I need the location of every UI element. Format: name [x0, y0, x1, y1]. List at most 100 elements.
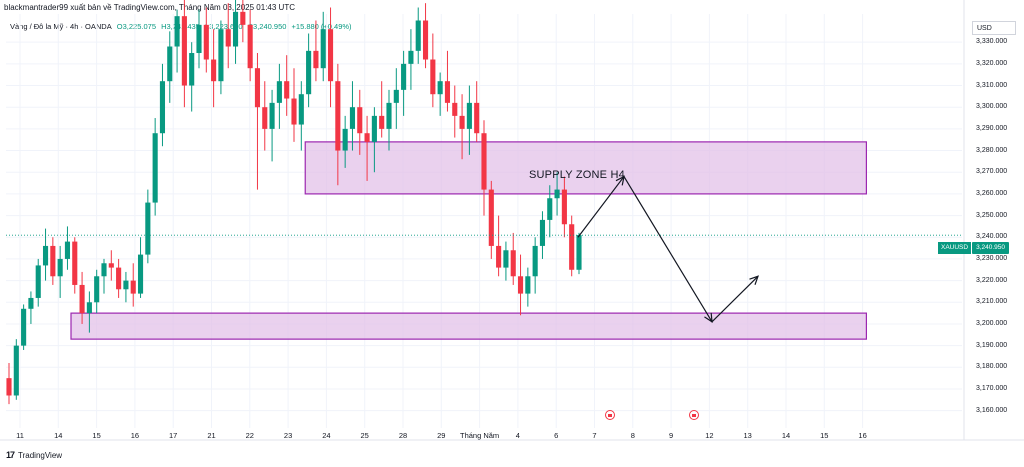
time-tick-label: 16	[858, 431, 867, 440]
candle-body	[503, 250, 509, 268]
time-tick-label: 25	[360, 431, 369, 440]
candle-body	[481, 133, 487, 190]
price-tick-label: 3,180.000	[976, 363, 1008, 371]
projection-path	[577, 175, 759, 323]
last-price-tag: XAUUSD 3,240.950	[938, 242, 1010, 254]
candle-body	[466, 102, 472, 129]
candle-body	[306, 50, 312, 95]
candle-body	[313, 50, 319, 69]
candle-body	[554, 189, 560, 199]
low-value: L3,223.620	[204, 22, 243, 31]
candle-body	[459, 115, 465, 129]
candle-body	[130, 280, 136, 294]
time-tick-label: 21	[207, 431, 216, 440]
candle-body	[79, 284, 85, 314]
arrow-head-down	[704, 312, 713, 323]
candle-body	[64, 241, 71, 259]
candle-body	[437, 81, 443, 95]
symbol-title: Vàng / Đô la Mỹ · 4h · OANDA	[10, 22, 112, 31]
candle-body	[159, 81, 166, 134]
price-tick-label: 3,270.000	[976, 168, 1008, 176]
candle-body	[86, 302, 92, 314]
candle-body	[167, 46, 173, 82]
supply-zone	[304, 141, 867, 195]
price-tick-label: 3,230.000	[976, 254, 1008, 262]
candle-body	[386, 102, 392, 129]
time-tick-label: 22	[245, 431, 254, 440]
time-tick-label: 9	[669, 431, 674, 440]
time-tick-label: Tháng Năm	[460, 431, 500, 440]
price-tag-symbol: XAUUSD	[938, 242, 972, 254]
candle-body	[371, 115, 377, 142]
price-tick-label: 3,210.000	[976, 298, 1008, 306]
price-tick-label: 3,170.000	[976, 384, 1008, 392]
candle-body	[269, 102, 275, 129]
candle-body	[247, 24, 253, 69]
time-tick-label: 17	[169, 431, 178, 440]
candle-body	[364, 133, 370, 142]
candle-body	[532, 245, 538, 277]
candle-body	[488, 189, 494, 246]
time-tick-label: 23	[283, 431, 293, 440]
price-tick-label: 3,320.000	[976, 59, 1008, 67]
tradingview-logo[interactable]: 17 TradingView	[6, 450, 62, 460]
candle-body	[13, 345, 19, 396]
candle-body	[335, 81, 341, 151]
candle-body	[561, 189, 567, 225]
candle-body	[42, 245, 49, 266]
candle-body	[57, 258, 63, 277]
candle-body	[137, 254, 144, 294]
candle-body	[342, 128, 348, 151]
candle-body	[422, 20, 429, 60]
candle-body	[211, 59, 217, 82]
time-tick-label: 15	[92, 431, 101, 440]
us-flag-event-icon[interactable]	[605, 410, 615, 420]
candle-body	[50, 245, 56, 277]
candle-body	[401, 63, 407, 90]
candle-body	[21, 308, 27, 346]
candle-body	[430, 59, 436, 95]
price-tick-label: 3,330.000	[976, 38, 1008, 46]
tradingview-logo-icon: 17	[6, 450, 15, 460]
time-tick-label: 8	[630, 431, 635, 440]
candle-body	[262, 107, 268, 129]
candle-body	[28, 297, 34, 309]
time-tick-label: 15	[820, 431, 829, 440]
currency-selector[interactable]: USD	[972, 21, 1016, 35]
time-tick-label: 14	[54, 431, 63, 440]
publisher-line: blackmantrader99 xuất bản về TradingView…	[4, 3, 295, 12]
candle-body	[320, 29, 326, 69]
arrow-head-up-final	[749, 275, 759, 285]
candle-body	[474, 102, 480, 134]
price-tick-label: 3,160.000	[976, 406, 1008, 414]
candle-body	[101, 263, 107, 277]
price-tick-label: 3,290.000	[976, 124, 1008, 132]
candle-body	[35, 265, 41, 298]
time-tick-label: 24	[322, 431, 331, 440]
candle-body	[496, 245, 502, 268]
candle-body	[94, 276, 100, 303]
price-tick-label: 3,220.000	[976, 276, 1008, 284]
candle-body	[452, 102, 458, 116]
time-tick-label: 6	[554, 431, 559, 440]
price-tick-label: 3,260.000	[976, 189, 1008, 197]
candle-body	[415, 20, 421, 51]
time-tick-label: 29	[437, 431, 446, 440]
high-value: H3,241.435	[161, 22, 200, 31]
candle-body	[284, 81, 290, 99]
symbol-legend: Vàng / Đô la Mỹ · 4h · OANDA O3,225.075 …	[10, 22, 355, 31]
candle-body	[357, 107, 363, 134]
candle-body	[225, 29, 231, 47]
time-tick-label: 12	[705, 431, 714, 440]
time-tick-label: 13	[743, 431, 752, 440]
price-tick-label: 3,200.000	[976, 319, 1008, 327]
open-value: O3,225.075	[116, 22, 156, 31]
time-tick-label: 11	[16, 431, 24, 440]
candle-body	[444, 81, 451, 103]
candle-body	[510, 250, 516, 277]
time-tick-label: 16	[130, 431, 140, 440]
candle-body	[6, 378, 12, 396]
us-flag-event-icon[interactable]	[689, 410, 699, 420]
candle-body	[189, 53, 195, 86]
